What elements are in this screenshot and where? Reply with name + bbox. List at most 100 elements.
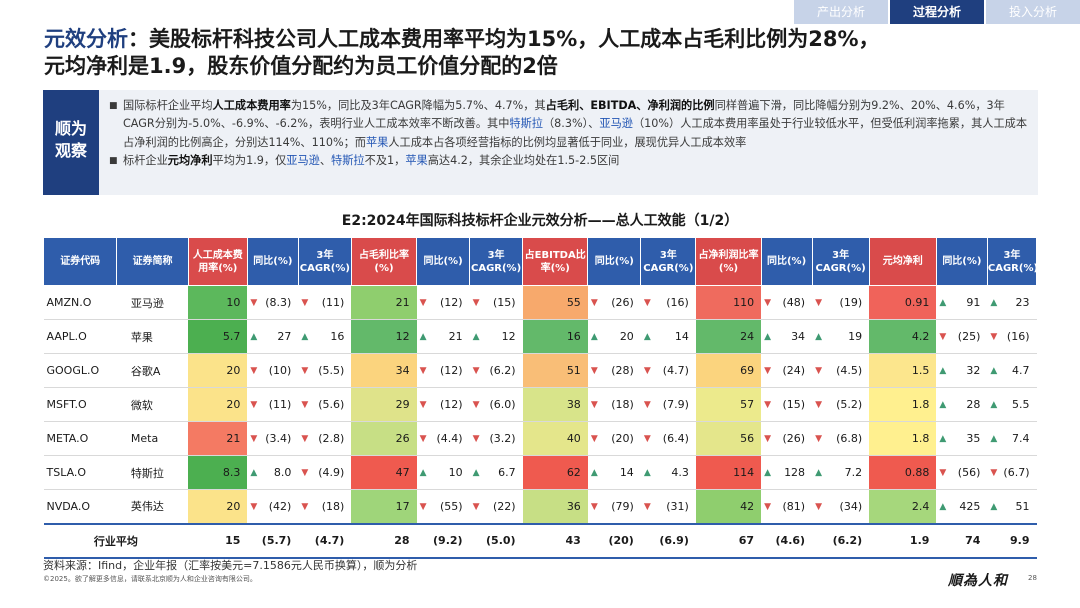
change-cell: ▼ (42) [247, 489, 299, 524]
change-value: (22) [492, 499, 516, 513]
change-value: (5.6) [318, 398, 345, 411]
change-cell: ▼ (34) [812, 489, 870, 524]
metric-value: 1.8 [911, 398, 930, 411]
change-value: 128 [784, 466, 806, 479]
change-value: 14 [674, 330, 689, 343]
change-value: (15) [492, 296, 516, 309]
ticker-cell: MSFT.O [43, 387, 117, 422]
triangle-up-icon: ▲ [250, 468, 258, 478]
change-cell: ▼ (31) [640, 489, 696, 524]
change-cell: ▼ (4.7) [640, 353, 696, 388]
change-cell: ▼ (24) [761, 353, 813, 388]
metric-value: 10 [226, 296, 241, 309]
change-value: (10) [268, 364, 292, 377]
average-label: 行业平均 [43, 522, 189, 559]
column-header: 同比(%) [416, 237, 471, 286]
triangle-down-icon: ▼ [990, 468, 998, 478]
triangle-down-icon: ▼ [815, 400, 822, 410]
square-bullet-icon: ■ [109, 101, 118, 111]
change-value: (11) [268, 398, 292, 411]
metric-value: 36 [566, 499, 581, 513]
metric-value: 29 [395, 398, 410, 411]
triangle-down-icon: ▼ [472, 434, 480, 444]
column-header: 证券代码 [42, 237, 118, 286]
change-cell: ▲ 51 [987, 489, 1037, 524]
change-value: 34 [791, 330, 806, 343]
metric-value: 114 [733, 466, 755, 479]
change-cell: ▲ 91 [936, 285, 988, 320]
obs2-bold-1: 元均净利 [167, 154, 213, 168]
tab-output-analysis[interactable]: 产出分析 [794, 0, 888, 24]
average-value-cell: 28 [351, 522, 417, 559]
column-header: 人工成本费用率(%) [187, 237, 248, 286]
tab-input-analysis[interactable]: 投入分析 [986, 0, 1080, 24]
change-cell: ▲ 4.3 [640, 455, 696, 490]
company-name-cell: Meta [116, 421, 189, 456]
table-row: META.O Meta 21 ▼ (3.4) ▼ (2.8) 26 ▼ (4.4) ▼ (3.2) 40… [43, 421, 1037, 456]
average-value-cell: (6.9) [640, 522, 696, 559]
triangle-down-icon: ▼ [815, 366, 822, 376]
triangle-up-icon: ▲ [815, 332, 822, 342]
metric-value-cell: 20 [188, 387, 248, 422]
triangle-up-icon: ▲ [764, 332, 772, 342]
change-value: (2.8) [318, 432, 345, 445]
triangle-up-icon: ▲ [764, 468, 772, 478]
change-cell: ▼ (25) [936, 319, 988, 354]
column-header: 3年CAGR(%) [469, 237, 524, 286]
metric-value: 40 [566, 432, 581, 445]
change-cell: ▼ (10) [247, 353, 299, 388]
change-value: (48) [782, 296, 806, 309]
table-row: NVDA.O 英伟达 20 ▼ (42) ▼ (18) 17 ▼ (55) ▼ (22) 36 ▼ (79)… [43, 489, 1037, 524]
change-cell: ▲ 14 [587, 455, 641, 490]
change-cell: ▼ (3.2) [469, 421, 523, 456]
triangle-down-icon: ▼ [815, 434, 822, 444]
triangle-down-icon: ▼ [301, 468, 309, 478]
metric-value-cell: 29 [351, 387, 417, 422]
change-cell: ▼ (4.5) [812, 353, 870, 388]
triangle-down-icon: ▼ [419, 298, 427, 308]
change-value: (5.5) [318, 364, 345, 377]
change-cell: ▲ 6.7 [469, 455, 523, 490]
average-value-cell: (4.6) [761, 522, 813, 559]
change-value: 425 [959, 499, 981, 513]
change-value: (34) [839, 499, 863, 513]
metric-value-cell: 0.88 [869, 455, 937, 490]
change-cell: ▲ 8.0 [247, 455, 299, 490]
metric-value-cell: 10 [188, 285, 248, 320]
metric-value: 1.5 [911, 364, 930, 377]
change-cell: ▼ (6.2) [469, 353, 523, 388]
metric-value: 55 [566, 296, 581, 309]
metric-value: 24 [740, 330, 755, 343]
change-value: 6.7 [498, 466, 516, 479]
change-cell: ▼ (6.7) [987, 455, 1037, 490]
tab-process-analysis[interactable]: 过程分析 [890, 0, 984, 24]
change-cell: ▼ (6.8) [812, 421, 870, 456]
metric-value: 56 [740, 432, 755, 445]
change-value: (12) [439, 364, 463, 377]
triangle-down-icon: ▼ [472, 298, 480, 308]
table-row: MSFT.O 微软 20 ▼ (11) ▼ (5.6) 29 ▼ (12) ▼ (6.0) 38 ▼ (18… [43, 387, 1037, 422]
triangle-down-icon: ▼ [419, 434, 427, 444]
obs2-text-2: 平均为1.9，仅 [212, 154, 287, 168]
triangle-down-icon: ▼ [472, 400, 480, 410]
triangle-down-icon: ▼ [643, 400, 651, 410]
metric-value-cell: 20 [188, 353, 248, 388]
triangle-up-icon: ▲ [990, 434, 998, 444]
change-cell: ▲ 14 [640, 319, 696, 354]
triangle-down-icon: ▼ [590, 434, 598, 444]
average-row: 行业平均 15 (5.7) (4.7) 28 (9.2) (5.0) 43 (20) (6.9) 6… [43, 522, 1037, 559]
triangle-down-icon: ▼ [643, 434, 651, 444]
metric-value-cell: 51 [522, 353, 588, 388]
metric-value-cell: 34 [351, 353, 417, 388]
change-value: 14 [619, 466, 634, 479]
table-header-row: 证券代码 证券简称 人工成本费用率(%) 同比(%) 3年CAGR(%) 占毛利比率(%)… [42, 237, 1038, 286]
average-value-cell: 43 [522, 522, 588, 559]
page-number: 28 [1028, 574, 1037, 582]
metric-value: 1.8 [911, 432, 930, 445]
obs1-text-6: 人工成本占各项经营指标的比例均显著低于同业，展现优异人工成本效率 [388, 135, 747, 149]
metric-value-cell: 16 [522, 319, 588, 354]
triangle-down-icon: ▼ [301, 502, 309, 512]
ticker-cell: AMZN.O [43, 285, 117, 320]
change-value: 12 [501, 330, 516, 343]
triangle-down-icon: ▼ [472, 366, 480, 376]
